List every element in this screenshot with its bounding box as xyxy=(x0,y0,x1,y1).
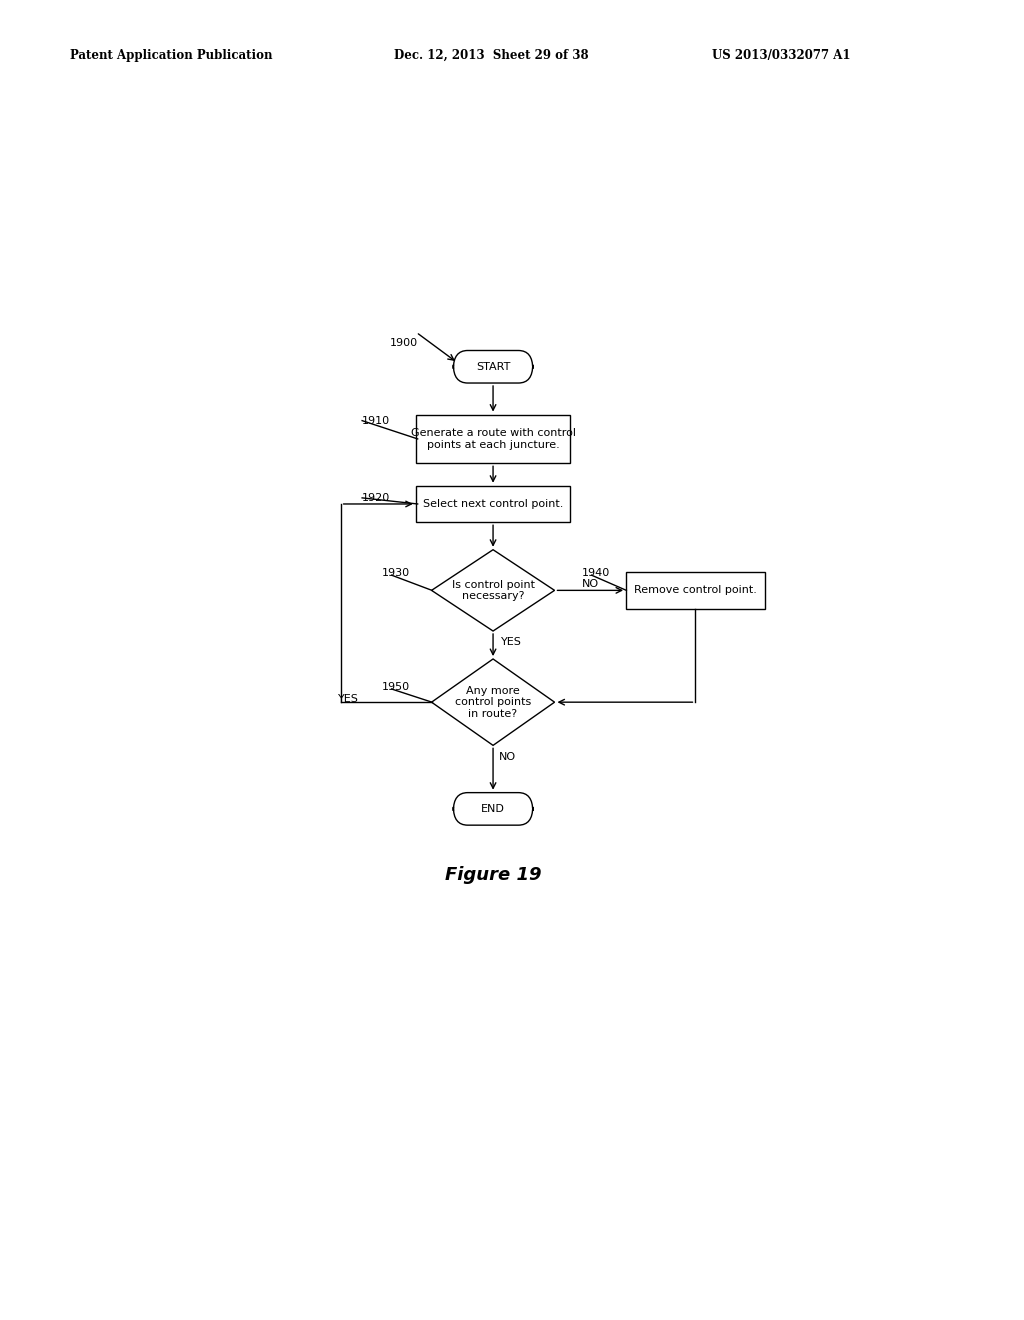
Polygon shape xyxy=(431,549,555,631)
Text: Select next control point.: Select next control point. xyxy=(423,499,563,510)
Text: NO: NO xyxy=(499,752,516,762)
Text: YES: YES xyxy=(338,694,359,704)
Text: Patent Application Publication: Patent Application Publication xyxy=(70,49,272,62)
Text: YES: YES xyxy=(501,638,522,647)
Polygon shape xyxy=(431,659,555,746)
Text: 1910: 1910 xyxy=(362,416,390,425)
Text: Is control point
necessary?: Is control point necessary? xyxy=(452,579,535,601)
Bar xyxy=(626,572,765,609)
Text: Figure 19: Figure 19 xyxy=(444,866,542,884)
Text: 1940: 1940 xyxy=(582,568,610,578)
Text: Generate a route with control
points at each juncture.: Generate a route with control points at … xyxy=(411,428,575,450)
Text: 1950: 1950 xyxy=(382,682,410,692)
Text: Remove control point.: Remove control point. xyxy=(634,585,757,595)
Text: Dec. 12, 2013  Sheet 29 of 38: Dec. 12, 2013 Sheet 29 of 38 xyxy=(394,49,589,62)
Bar xyxy=(416,486,570,523)
Text: END: END xyxy=(481,804,505,814)
FancyBboxPatch shape xyxy=(454,792,532,825)
Text: US 2013/0332077 A1: US 2013/0332077 A1 xyxy=(712,49,850,62)
Bar xyxy=(416,414,570,463)
Text: Any more
control points
in route?: Any more control points in route? xyxy=(455,685,531,719)
Text: 1930: 1930 xyxy=(382,568,410,578)
Text: 1920: 1920 xyxy=(362,492,390,503)
FancyBboxPatch shape xyxy=(454,351,532,383)
Text: START: START xyxy=(476,362,510,372)
Text: NO: NO xyxy=(582,579,599,589)
Text: 1900: 1900 xyxy=(390,338,418,348)
